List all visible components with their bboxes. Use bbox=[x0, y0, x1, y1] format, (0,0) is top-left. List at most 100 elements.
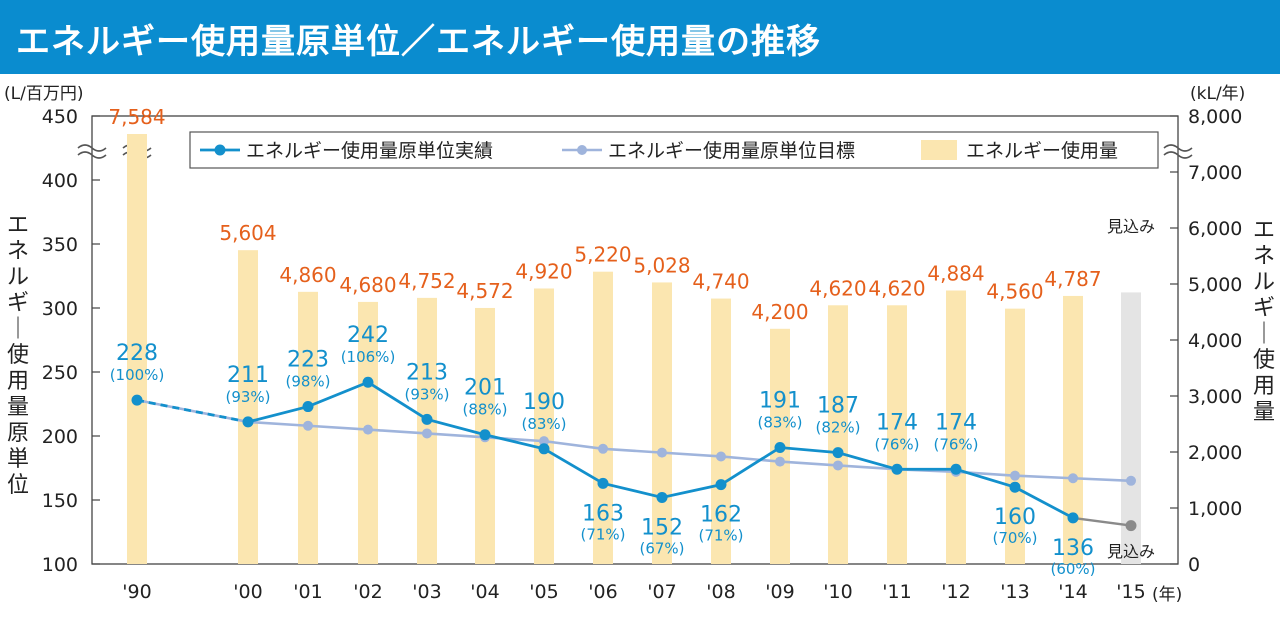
right-tick-label: 3,000 bbox=[1188, 386, 1242, 408]
lines-group bbox=[131, 376, 1137, 532]
left-tick-label: 100 bbox=[42, 554, 78, 576]
target-point bbox=[303, 420, 313, 431]
bar bbox=[946, 290, 966, 564]
x-tick-label: '14 bbox=[1058, 581, 1087, 603]
actual-point bbox=[656, 491, 668, 503]
actual-percent-label: (93%) bbox=[404, 385, 449, 403]
actual-percent-label: (60%) bbox=[1050, 560, 1095, 578]
actual-percent-label: (76%) bbox=[874, 435, 919, 453]
bar bbox=[593, 271, 613, 564]
actual-value-label: 201 bbox=[464, 376, 506, 401]
bar bbox=[652, 282, 672, 564]
page-title: エネルギー使用量原単位／エネルギー使用量の推移 bbox=[16, 22, 821, 62]
bar bbox=[1121, 292, 1141, 564]
left-axis-unit: (L/百万円) bbox=[4, 84, 83, 104]
actual-value-label: 174 bbox=[935, 410, 977, 435]
right-tick-label: 2,000 bbox=[1188, 442, 1242, 464]
actual-value-label: 190 bbox=[523, 390, 565, 415]
bars-group bbox=[127, 134, 1141, 564]
legend-box bbox=[189, 131, 1159, 169]
legend-target-label: エネルギー使用量原単位目標 bbox=[608, 140, 855, 162]
actual-point bbox=[479, 429, 491, 441]
right-tick-label: 0 bbox=[1188, 554, 1200, 576]
x-tick-label: '02 bbox=[353, 581, 382, 603]
actual-value-label: 160 bbox=[994, 505, 1036, 530]
left-tick-label: 200 bbox=[42, 426, 78, 448]
x-tick-label: '10 bbox=[823, 581, 852, 603]
bar bbox=[1005, 308, 1025, 564]
actual-point bbox=[421, 413, 433, 425]
legend-bar-label: エネルギー使用量 bbox=[966, 140, 1118, 162]
actual-value-label: 228 bbox=[116, 341, 158, 366]
x-tick-label: '90 bbox=[122, 581, 151, 603]
left-tick-label: 250 bbox=[42, 362, 78, 384]
x-tick-label: '06 bbox=[588, 581, 617, 603]
actual-point bbox=[950, 463, 962, 475]
bar-value-label: 4,884 bbox=[927, 261, 984, 285]
x-tick-label: '05 bbox=[529, 581, 558, 603]
actual-percent-label: (83%) bbox=[757, 414, 802, 432]
right-tick-label: 7,000 bbox=[1188, 162, 1242, 184]
actual-value-label: 163 bbox=[582, 501, 624, 526]
right-axis-title: エネルギ｜使用量 bbox=[1253, 218, 1275, 425]
actual-point bbox=[891, 463, 903, 475]
right-tick-label: 6,000 bbox=[1188, 218, 1242, 240]
bar-value-label: 4,620 bbox=[809, 276, 866, 300]
target-point bbox=[1126, 475, 1136, 486]
bar-value-label: 5,220 bbox=[574, 243, 631, 267]
bar-value-label: 4,560 bbox=[986, 280, 1043, 304]
legend-group: エネルギー使用量原単位実績 エネルギー使用量原単位目標 エネルギー使用量 bbox=[189, 131, 1159, 169]
actual-line-gap bbox=[136, 398, 249, 424]
actual-percent-label: (70%) bbox=[992, 529, 1037, 547]
target-point bbox=[539, 436, 549, 447]
left-tick-label: 350 bbox=[42, 234, 78, 256]
right-tick-label: 4,000 bbox=[1188, 330, 1242, 352]
bar-value-label: 5,028 bbox=[633, 253, 690, 277]
actual-value-label: 162 bbox=[700, 503, 742, 528]
bar bbox=[1063, 295, 1083, 564]
left-tick-label: 450 bbox=[42, 106, 78, 128]
actual-point bbox=[131, 394, 143, 406]
bar-value-label: 4,680 bbox=[339, 273, 396, 297]
bar bbox=[711, 298, 731, 564]
bar-value-label: 4,752 bbox=[398, 269, 455, 293]
axes-group: 100 150 200 250 300 350 400 450 0 1,000 2,000 3,000… bbox=[4, 84, 1275, 605]
target-point bbox=[1010, 470, 1020, 481]
bar-value-label: 4,200 bbox=[751, 300, 808, 324]
x-tick-label: '00 bbox=[233, 581, 262, 603]
actual-point bbox=[597, 477, 609, 489]
actual-percent-label: (71%) bbox=[698, 527, 743, 545]
bar-value-label: 7,584 bbox=[108, 105, 165, 129]
bar bbox=[534, 288, 554, 564]
x-tick-label: '07 bbox=[647, 581, 676, 603]
actual-point bbox=[774, 442, 786, 454]
bar-value-label: 4,740 bbox=[692, 270, 749, 294]
legend-target-marker bbox=[577, 145, 587, 155]
x-tick-label: '11 bbox=[882, 581, 911, 603]
actual-percent-label: (67%) bbox=[639, 539, 684, 557]
x-axis-unit: (年) bbox=[1152, 585, 1182, 605]
actual-value-label: 223 bbox=[287, 348, 329, 373]
actual-value-label: 213 bbox=[406, 360, 448, 385]
actual-value-label: 211 bbox=[227, 363, 269, 388]
actual-percent-label: (83%) bbox=[521, 415, 566, 433]
actual-point bbox=[715, 479, 727, 491]
title-bar: エネルギー使用量原単位／エネルギー使用量の推移 bbox=[0, 0, 1280, 74]
actual-percent-label: (71%) bbox=[580, 525, 625, 543]
bar bbox=[887, 305, 907, 564]
left-tick-label: 400 bbox=[42, 170, 78, 192]
actual-percent-label: (82%) bbox=[815, 419, 860, 437]
legend-actual-marker bbox=[214, 144, 226, 156]
x-tick-label: '03 bbox=[412, 581, 441, 603]
x-tick-label: '04 bbox=[470, 581, 499, 603]
target-point bbox=[716, 451, 726, 462]
target-point bbox=[363, 424, 373, 435]
x-tick-label: '09 bbox=[765, 581, 794, 603]
bar-value-label: 4,920 bbox=[515, 259, 572, 283]
actual-point bbox=[832, 447, 844, 459]
x-tick-label: '15 bbox=[1116, 581, 1145, 603]
actual-value-label: 187 bbox=[817, 394, 859, 419]
actual-point bbox=[1067, 512, 1079, 524]
actual-percent-label: (106%) bbox=[341, 348, 396, 366]
